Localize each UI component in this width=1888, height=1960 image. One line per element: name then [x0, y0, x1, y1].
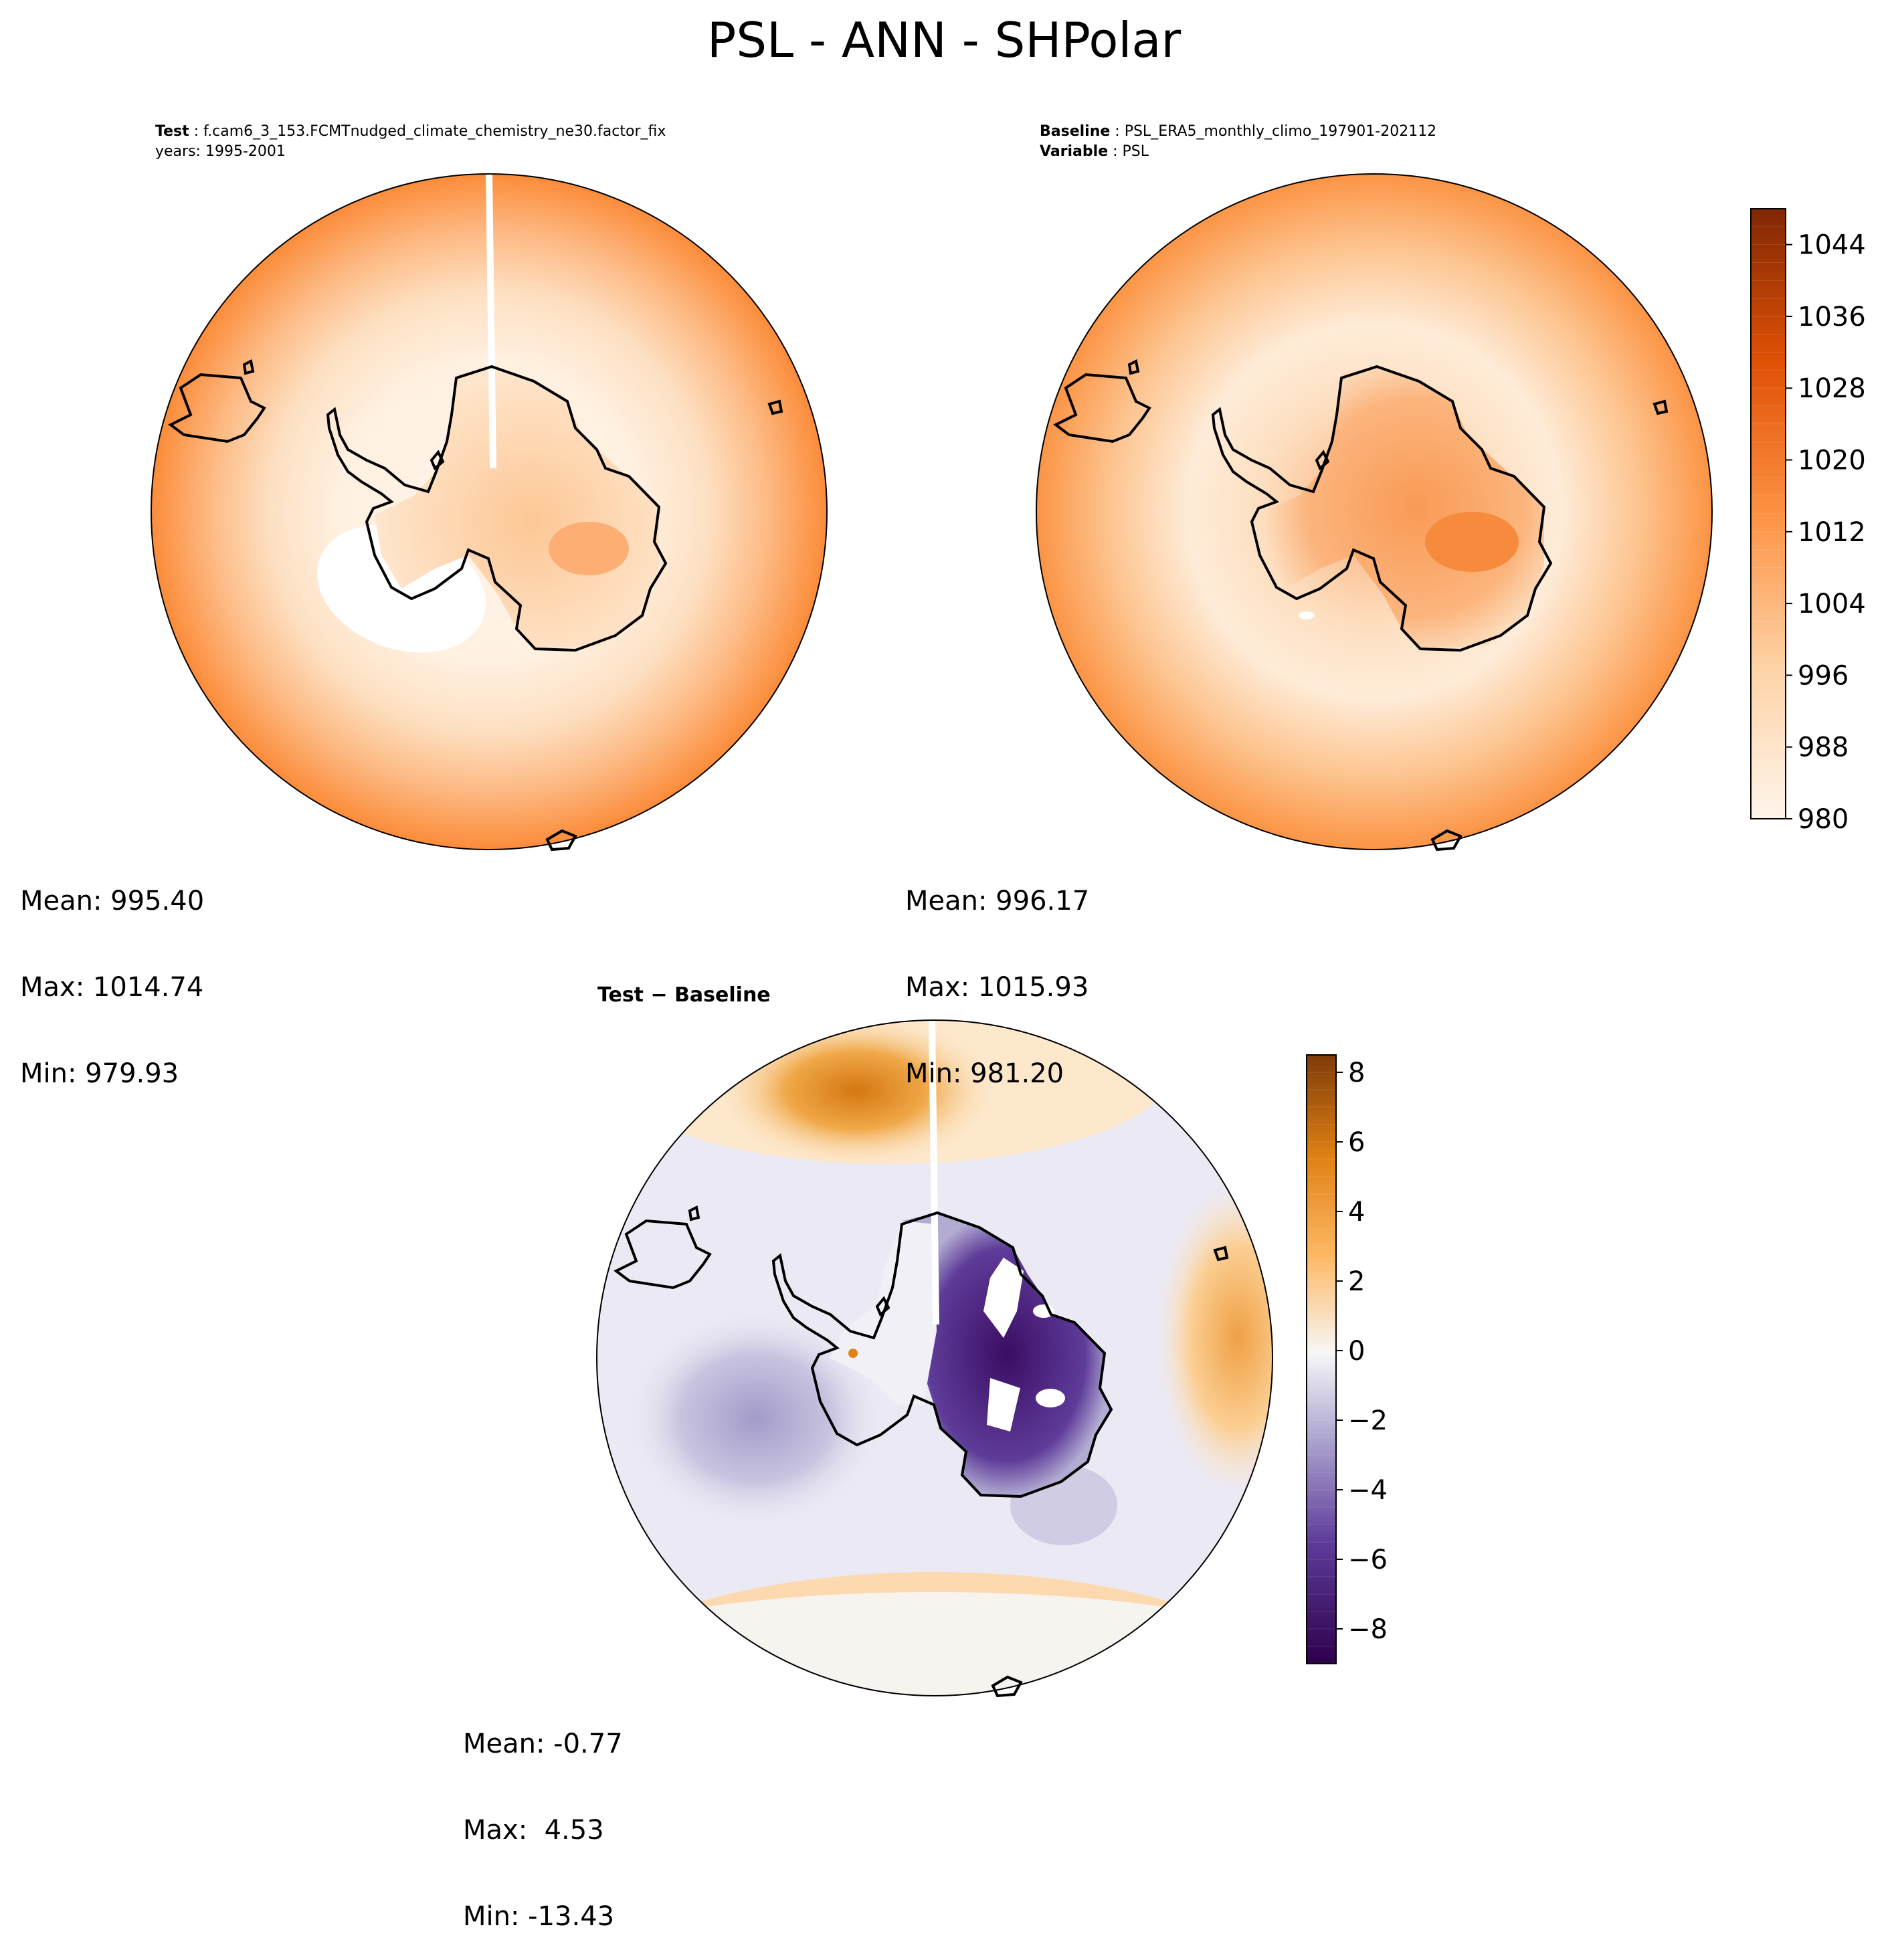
colorbar-diff-tick-label: 8	[1348, 1058, 1365, 1088]
test-stats: Mean: 995.40 Max: 1014.74 Min: 979.93	[20, 829, 204, 1117]
colorbar-psl-fill	[1751, 209, 1786, 819]
colorbar-diff-tick-label: −4	[1348, 1475, 1388, 1506]
diff-title-b: Baseline	[674, 983, 771, 1007]
baseline-variable-label: Variable	[1040, 143, 1109, 160]
diff-missing-region-3	[1036, 1389, 1065, 1407]
colorbar-diff-tick-label: 4	[1348, 1197, 1365, 1228]
baseline-label: Baseline	[1040, 123, 1111, 140]
diff-left-negative	[629, 1311, 883, 1525]
diff-title-a: Test	[597, 983, 644, 1007]
diff-positive-spot	[848, 1349, 858, 1358]
diff-title-sep: −	[644, 983, 675, 1007]
colorbar-psl-tick-label: 1004	[1798, 589, 1866, 619]
colorbar-diff-fill	[1307, 1055, 1336, 1664]
diff-seam	[929, 1020, 939, 1325]
colorbar-diff-frame	[1306, 1054, 1337, 1664]
colorbar-diff-tick-label: 6	[1348, 1127, 1365, 1158]
diff-coastlines	[613, 1205, 1229, 1698]
baseline-map	[1036, 173, 1713, 852]
baseline-variable: PSL	[1122, 143, 1149, 160]
colorbar-psl-frame	[1750, 208, 1786, 819]
test-case: f.cam6_3_153.FCMTnudged_climate_chemistr…	[203, 123, 666, 140]
diff-min: Min: -13.43	[463, 1901, 615, 1932]
baseline-map-boundary	[1036, 173, 1713, 850]
colorbar-diff: −8 −6 −4 −2 0 2 4 6 8	[1306, 1054, 1388, 1664]
colorbar-psl-tick-label: 1028	[1798, 373, 1866, 404]
colorbar-diff-tick-label: −2	[1348, 1405, 1388, 1436]
test-coastlines	[168, 359, 783, 852]
diff-mean: Mean: -0.77	[463, 1729, 623, 1759]
baseline-high-core	[1425, 512, 1519, 572]
colorbar-psl-tick-label: 980	[1798, 804, 1849, 835]
diff-max: Max: 4.53	[463, 1815, 604, 1846]
baseline-min: Min: 981.20	[905, 1058, 1064, 1089]
colorbar-diff-tick-label: −8	[1348, 1614, 1388, 1645]
diff-land-negative	[902, 1213, 1111, 1496]
colorbar-psl-tick-label: 1012	[1798, 517, 1866, 548]
diff-map-boundary	[596, 1019, 1273, 1696]
diff-missing-region-2	[987, 1378, 1020, 1432]
test-land-field	[375, 367, 659, 649]
colorbar-psl-tick-label: 996	[1798, 660, 1849, 691]
colorbar-psl: 980 988 996 1004 1012 1020 1028 1036 1044	[1750, 208, 1866, 835]
test-seam	[486, 174, 496, 469]
colorbar-psl-tick-label: 1044	[1798, 230, 1866, 261]
diff-right-positive	[1157, 1184, 1272, 1492]
baseline-case: PSL_ERA5_monthly_climo_197901-202112	[1124, 123, 1437, 140]
colorbar-diff-tick-label: −6	[1348, 1545, 1388, 1575]
test-max: Max: 1014.74	[20, 972, 204, 1003]
baseline-coastlines	[1053, 359, 1669, 852]
baseline-meta: Baseline : PSL_ERA5_monthly_climo_197901…	[1040, 123, 1437, 160]
colorbar-diff-tick-label: 2	[1348, 1266, 1365, 1297]
test-mean: Mean: 995.40	[20, 886, 205, 916]
test-label: Test	[155, 123, 189, 140]
baseline-mean: Mean: 996.17	[905, 886, 1090, 916]
colorbar-psl-tick-label: 1036	[1798, 302, 1866, 332]
test-years: years: 1995-2001	[155, 143, 286, 160]
test-high-core	[549, 522, 629, 575]
colorbar-psl-tick-label: 988	[1798, 732, 1849, 763]
figure-title: PSL - ANN - SHPolar	[706, 12, 1182, 68]
diff-title: Test − Baseline	[597, 983, 771, 1007]
diff-stats: Mean: -0.77 Max: 4.53 Min: -13.43	[463, 1672, 623, 1960]
diff-missing-region-1	[983, 1258, 1024, 1338]
test-map-boundary	[151, 173, 828, 850]
diff-bottom-neutral	[597, 1592, 1272, 1696]
baseline-land-field	[1260, 367, 1544, 649]
colorbar-diff-tick-label: 0	[1348, 1336, 1365, 1367]
test-map	[151, 173, 828, 852]
baseline-max: Max: 1015.93	[905, 972, 1089, 1003]
baseline-stats: Mean: 996.17 Max: 1015.93 Min: 981.20	[905, 829, 1089, 1117]
baseline-low-spot	[1299, 611, 1315, 619]
test-min: Min: 979.93	[20, 1058, 179, 1089]
colorbar-psl-tick-label: 1020	[1798, 446, 1866, 476]
test-meta: Test : f.cam6_3_153.FCMTnudged_climate_c…	[155, 122, 666, 162]
